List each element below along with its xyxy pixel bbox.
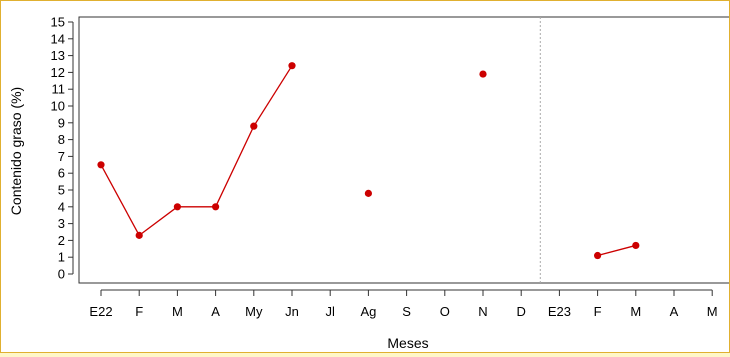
data-point	[632, 241, 640, 250]
y-tick-label: 3	[58, 216, 65, 231]
y-tick-label: 15	[51, 15, 65, 30]
x-tick-label: M	[630, 304, 641, 319]
x-tick-label: Ag	[360, 304, 376, 319]
y-tick-label: 14	[51, 31, 65, 46]
data-point	[135, 231, 143, 239]
x-tick-label: Jn	[285, 304, 299, 319]
data-point	[250, 122, 258, 130]
x-tick-label: E22	[89, 304, 112, 319]
y-tick-label: 1	[58, 250, 65, 265]
data-point	[288, 62, 296, 70]
x-tick-label: F	[135, 304, 143, 319]
x-tick-label: A	[670, 304, 679, 319]
series-line-segment	[253, 65, 293, 127]
plot-area-border	[78, 16, 730, 284]
data-point	[97, 161, 105, 169]
series-line-segment	[215, 125, 255, 208]
y-tick-label: 12	[51, 65, 65, 80]
data-point	[173, 203, 181, 211]
y-tick-label: 0	[58, 267, 65, 282]
x-tick-label: A	[211, 304, 220, 319]
x-tick-label: My	[245, 304, 263, 319]
y-axis-label: Contenido graso (%)	[8, 87, 24, 215]
x-tick-label: E23	[548, 304, 571, 319]
y-tick-label: 5	[58, 183, 65, 198]
x-tick-label: N	[478, 304, 487, 319]
x-axis: E22 F M A My Jn Jl Ag S O N D E23 F M A M	[89, 289, 718, 319]
x-tick-label: D	[517, 304, 526, 319]
data-point	[212, 203, 220, 211]
x-tick-label: O	[440, 304, 450, 319]
x-tick-label: M	[707, 304, 718, 319]
y-tick-label: 2	[58, 233, 65, 248]
data-point	[364, 189, 372, 197]
y-tick-label: 7	[58, 149, 65, 164]
y-tick-label: 11	[52, 82, 66, 97]
series-line-segment	[100, 164, 140, 236]
y-tick-label: 10	[51, 99, 65, 114]
y-tick-label: 4	[58, 199, 65, 214]
series-layer	[97, 62, 640, 260]
x-tick-label: M	[172, 304, 183, 319]
y-tick-label: 6	[58, 166, 65, 181]
series-line-segment	[138, 206, 178, 236]
y-tick-label: 13	[51, 48, 65, 63]
data-point	[479, 70, 487, 78]
data-point	[594, 251, 602, 260]
x-tick-label: F	[594, 304, 602, 319]
x-tick-label: S	[402, 304, 411, 319]
y-tick-label: 9	[58, 115, 65, 130]
y-tick-label: 8	[58, 132, 65, 147]
x-tick-label: Jl	[326, 304, 336, 319]
x-axis-label: Meses	[387, 335, 428, 351]
series-line-segment	[597, 244, 636, 257]
